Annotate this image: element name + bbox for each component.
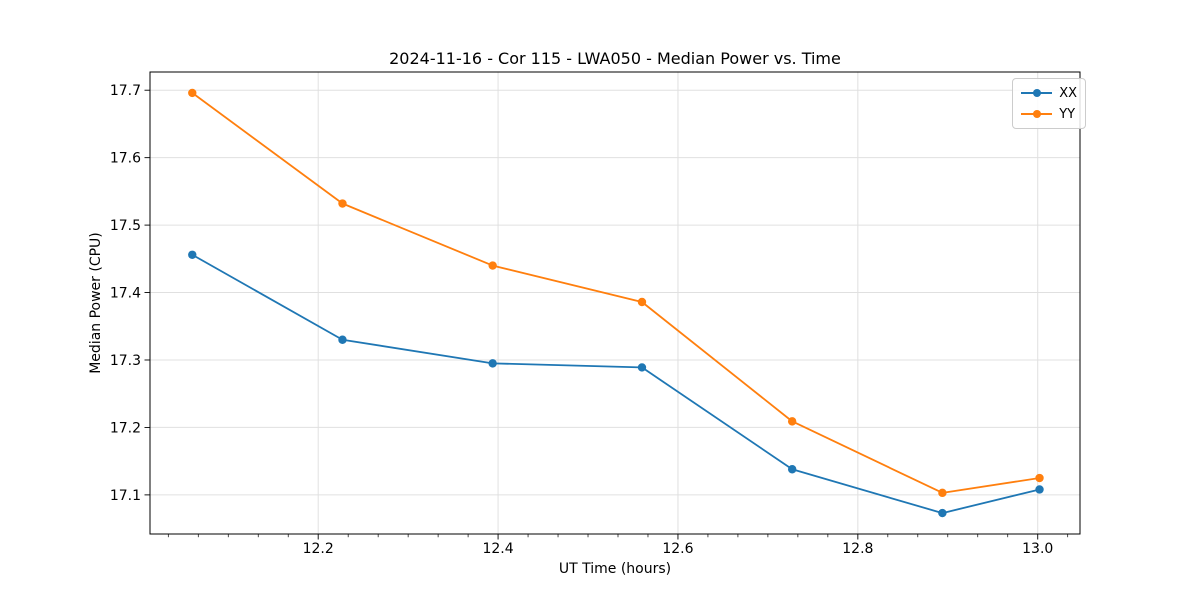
series-marker-YY [1035,473,1044,483]
chart-title: 2024-11-16 - Cor 115 - LWA050 - Median P… [389,49,841,68]
series-line-XX [191,253,1040,514]
series-marker-XX [338,335,347,344]
y-tick-label: 17.5 [110,218,141,234]
series-marker-XX [787,465,797,474]
y-axis-label: Median Power (CPU) [88,232,104,374]
axes-spines [149,71,1081,535]
x-tick-label: 12.2 [303,541,334,557]
x-tick-label: 13.0 [1022,541,1053,557]
legend-item-YY: YY [1021,104,1077,124]
x-axis-label: UT Time (hours) [558,561,672,577]
y-tick-label: 17.3 [110,353,141,369]
series-marker-YY [938,488,947,498]
y-tick-label: 17.7 [110,83,141,99]
x-tick-label: 12.4 [482,541,513,557]
series-marker-XX [938,508,947,518]
legend-marker-dot [1032,89,1041,97]
legend-item-XX: XX [1021,83,1077,103]
x-tick-label: 12.8 [842,541,873,557]
y-tick-label: 17.1 [110,488,141,504]
series-marker-YY [787,417,797,426]
series-marker-YY [338,199,347,208]
y-tick-label: 17.4 [110,286,141,302]
series-marker-XX [637,363,647,372]
legend-line-marker-sample [1021,108,1053,121]
legend-label: XX [1059,85,1077,101]
series-marker-YY [488,261,497,270]
series-marker-XX [488,359,497,368]
x-tick-label: 12.6 [662,541,693,557]
legend-line-marker-sample [1021,87,1053,100]
y-tick-label: 17.6 [110,151,141,167]
legend-label: YY [1059,106,1076,122]
legend: XX YY [1012,78,1086,129]
series-marker-XX [1035,485,1044,494]
series-marker-YY [637,297,647,307]
series-marker-YY [188,88,197,98]
legend-marker-dot [1032,110,1041,118]
series-marker-XX [188,250,197,259]
y-tick-label: 17.2 [110,420,141,436]
